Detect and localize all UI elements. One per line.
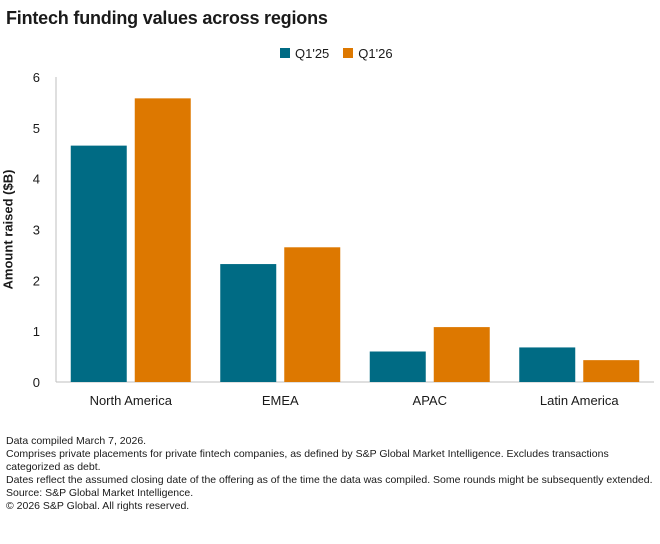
y-tick-label: 0 [33,375,40,390]
bar-q125 [519,347,576,382]
legend-label-q126: Q1'26 [358,45,393,61]
y-tick-label: 2 [33,273,40,288]
bar-q125 [70,145,127,382]
note-compiled: Data compiled March 7, 2026. [6,435,147,447]
x-tick-label: APAC [413,393,447,408]
bar-q125 [369,351,426,382]
legend-swatch-q125 [280,48,290,58]
bar-q126 [284,247,341,382]
note-comprises: Comprises private placements for private… [6,448,609,473]
bar-chart: 0 1 2 3 4 5 6 North America EMEA APAC Latin Americ… [33,70,654,408]
legend-item-q126: Q1'26 [343,45,393,61]
bar-q126 [433,327,490,382]
x-tick-label: North America [90,393,173,408]
x-tick-label: EMEA [262,393,299,408]
note-copyright: © 2026 S&P Global. All rights reserved. [6,500,190,512]
bar-q126 [583,360,640,382]
chart-notes: Data compiled March 7, 2026. Comprises p… [6,435,654,513]
legend-label-q125: Q1'25 [295,45,330,61]
y-tick-label: 4 [33,172,40,187]
note-source: Source: S&P Global Market Intelligence. [6,487,194,499]
y-tick-label: 5 [33,121,40,136]
legend-item-q125: Q1'25 [280,46,329,61]
note-dates: Dates reflect the assumed closing date o… [6,474,653,486]
bar-q126 [134,98,191,382]
chart-title: Fintech funding values across regions [6,8,328,28]
y-tick-label: 6 [33,70,40,85]
x-tick-label: Latin America [540,393,620,408]
chart-legend: Q1'25 Q1'26 [280,44,407,62]
legend-swatch-q126 [343,48,354,58]
bar-q125 [220,264,277,382]
y-tick-label: 3 [33,223,40,238]
y-tick-label: 1 [33,324,40,339]
